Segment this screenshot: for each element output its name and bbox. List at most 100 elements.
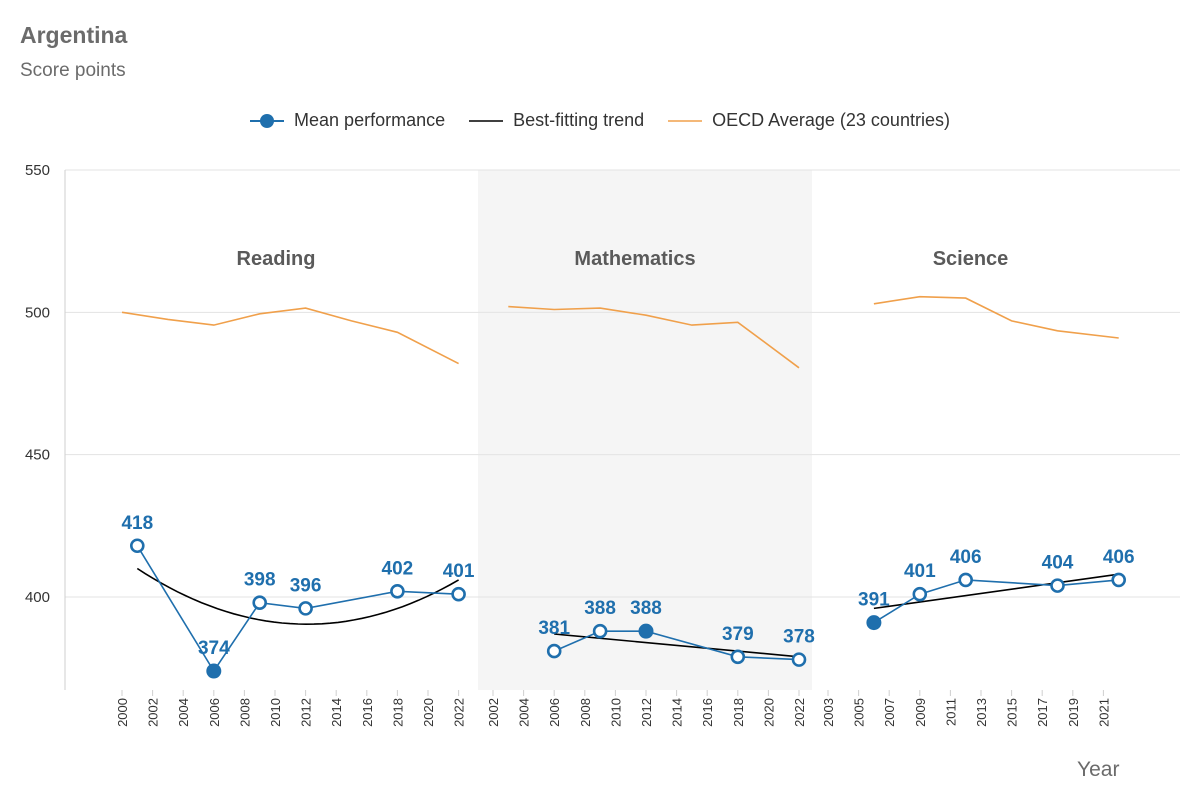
shading-layer xyxy=(478,170,812,690)
x-tick-label: 2010 xyxy=(608,698,623,727)
x-tick-label: 2002 xyxy=(486,698,501,727)
mean-point xyxy=(866,615,882,631)
x-tick-label: 2020 xyxy=(761,698,776,727)
y-tick-label: 500 xyxy=(25,304,50,321)
legend-item-trend[interactable]: Best-fitting trend xyxy=(469,110,644,131)
x-tick-label: 2011 xyxy=(943,698,958,726)
x-tick-label: 2006 xyxy=(547,698,562,727)
oecd-line-mathematics xyxy=(508,305,800,369)
trend-line-reading xyxy=(136,567,459,626)
trend-line-mathematics xyxy=(554,633,800,658)
x-tick-label: 2022 xyxy=(792,698,807,727)
mean-point xyxy=(791,652,807,667)
mean-point xyxy=(912,586,928,602)
panel-label-reading: Reading xyxy=(237,248,316,270)
data-label: 396 xyxy=(290,575,322,596)
data-label: 404 xyxy=(1042,553,1074,574)
chart-title: Argentina xyxy=(20,22,128,48)
x-tick-label: 2016 xyxy=(360,698,375,727)
mean-line-science xyxy=(873,579,1119,624)
x-tick-label: 2014 xyxy=(670,698,685,727)
axis-layer: 400 450 500 550 2000 2002 2004 2006 2008 2010 2012… xyxy=(25,162,1111,727)
trend-line-science xyxy=(873,573,1119,610)
x-tick-label: 2009 xyxy=(913,698,928,727)
mean-layer xyxy=(130,538,1126,679)
y-tick-label: 400 xyxy=(25,589,50,606)
mean-point xyxy=(592,623,608,639)
x-tick-label: 2008 xyxy=(237,698,252,727)
data-label: 401 xyxy=(904,561,936,582)
data-label: 402 xyxy=(382,558,414,579)
x-tick-label: 2013 xyxy=(974,698,989,727)
y-tick-label: 550 xyxy=(25,162,50,179)
x-tick-label: 2021 xyxy=(1096,698,1111,727)
legend-item-oecd[interactable]: OECD Average (23 countries) xyxy=(668,110,950,131)
x-tick-label: 2008 xyxy=(578,698,593,727)
legend-oecd-label: OECD Average (23 countries) xyxy=(712,110,950,130)
x-tick-label: 2019 xyxy=(1066,698,1081,727)
x-tick-label: 2012 xyxy=(299,698,314,727)
data-label: 378 xyxy=(783,627,815,648)
data-label: 388 xyxy=(584,598,616,619)
data-label: 418 xyxy=(121,513,153,534)
legend-trend-line-icon xyxy=(469,119,504,122)
mean-point xyxy=(390,584,405,599)
legend-mean-label: Mean performance xyxy=(294,110,446,130)
x-tick-label: 2020 xyxy=(421,698,436,727)
legend-trend-label: Best-fitting trend xyxy=(513,110,645,130)
data-label: 374 xyxy=(198,638,230,659)
x-tick-label: 2006 xyxy=(207,698,222,727)
x-tick-label: 2017 xyxy=(1035,698,1050,727)
x-tick-label: 2005 xyxy=(852,698,867,727)
legend-oecd-line-icon xyxy=(668,119,703,122)
data-label: 401 xyxy=(443,561,475,582)
mean-point xyxy=(1050,578,1065,593)
mean-point xyxy=(298,601,313,616)
data-label: 406 xyxy=(950,547,982,568)
x-tick-label: 2015 xyxy=(1005,698,1020,727)
data-label-layer: 418 374 398 396 402 401 381 388 388 379 378 391 401 4… xyxy=(121,513,1134,659)
mean-point xyxy=(730,649,746,665)
y-tick-label: 450 xyxy=(25,447,50,464)
panel-label-layer: Reading Mathematics Science xyxy=(237,248,1009,270)
data-label: 381 xyxy=(538,618,570,639)
x-tick-label: 2018 xyxy=(731,698,746,727)
mean-point xyxy=(206,663,222,679)
data-label: 398 xyxy=(244,570,276,591)
trend-layer xyxy=(136,567,1119,658)
oecd-layer xyxy=(121,295,1119,369)
mean-point xyxy=(546,643,562,659)
data-label: 379 xyxy=(722,624,754,645)
x-tick-label: 2004 xyxy=(517,698,532,727)
panel-label-science: Science xyxy=(933,248,1009,270)
mean-point xyxy=(958,572,974,588)
x-tick-label: 2018 xyxy=(390,698,405,727)
mean-line-reading xyxy=(136,545,459,673)
x-tick-label: 2012 xyxy=(639,698,654,727)
mean-point xyxy=(451,586,466,602)
oecd-line-science xyxy=(873,295,1119,339)
x-tick-label: 2022 xyxy=(452,698,467,727)
mean-point xyxy=(1111,572,1126,588)
x-tick-label: 2002 xyxy=(146,698,161,727)
mean-point xyxy=(638,623,654,639)
shaded-panel-mathematics xyxy=(478,170,812,690)
oecd-line-reading xyxy=(121,307,459,365)
legend-item-mean[interactable]: Mean performance xyxy=(250,110,445,131)
legend: Mean performance Best-fitting trend OECD… xyxy=(0,110,1200,131)
x-axis-title: Year xyxy=(1077,758,1120,781)
x-tick-label: 2000 xyxy=(115,698,130,727)
x-tick-label: 2014 xyxy=(329,698,344,727)
x-tick-label: 2003 xyxy=(821,698,836,727)
x-tick-label: 2016 xyxy=(700,698,715,727)
x-tick-label: 2007 xyxy=(882,698,897,727)
data-label: 391 xyxy=(858,590,890,611)
mean-point xyxy=(130,538,145,554)
panel-label-mathematics: Mathematics xyxy=(574,248,695,270)
mean-point xyxy=(252,595,268,610)
legend-mean-marker-icon xyxy=(250,113,285,128)
x-tick-label: 2010 xyxy=(268,698,283,727)
data-label: 406 xyxy=(1103,547,1135,568)
chart-subtitle: Score points xyxy=(20,60,126,81)
